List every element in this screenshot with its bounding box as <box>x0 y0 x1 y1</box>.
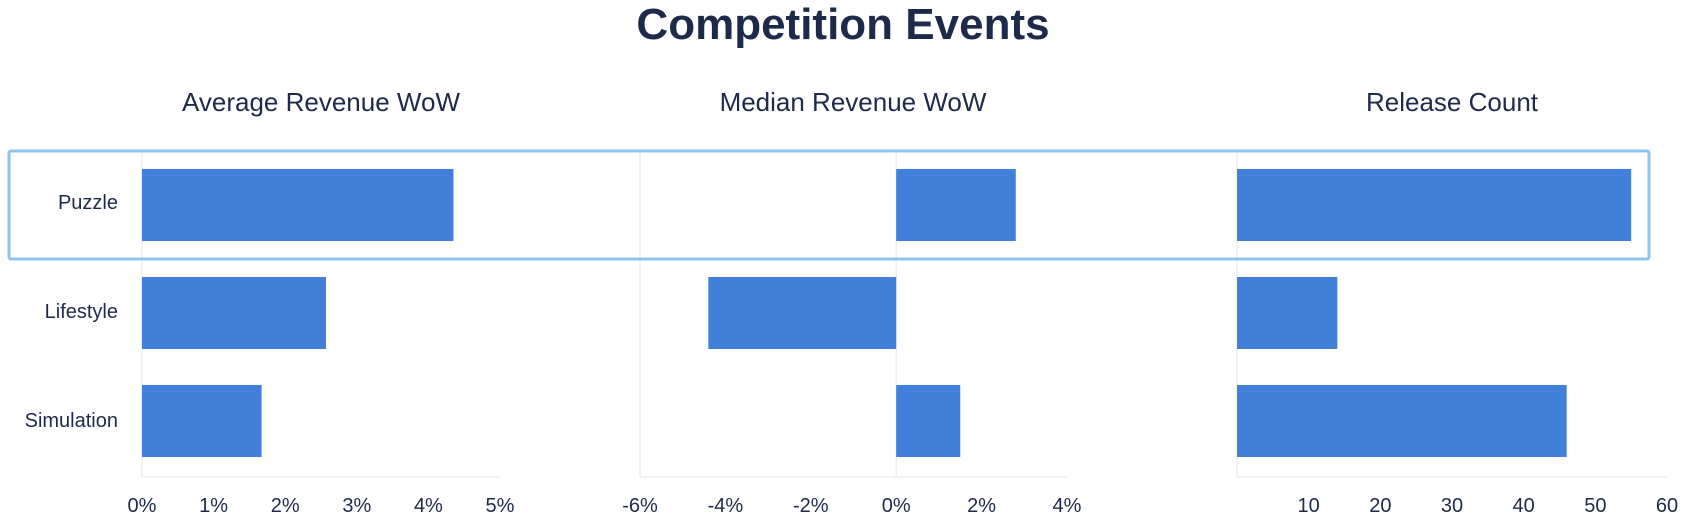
x-tick-label: 60 <box>1656 495 1678 517</box>
chart-title: Competition Events <box>636 0 1050 49</box>
bar-puzzle-panel-3 <box>1237 169 1632 241</box>
panel-title-release-count: Release Count <box>1366 87 1538 117</box>
x-tick-label: 3% <box>342 495 371 517</box>
bar-puzzle-panel-2 <box>896 169 1016 241</box>
bar-lifestyle-panel-3 <box>1237 277 1338 349</box>
x-tick-label: -2% <box>793 495 829 517</box>
bar-simulation-panel-2 <box>896 385 961 457</box>
bar-simulation-panel-1 <box>142 385 262 457</box>
x-tick-label: 2% <box>271 495 300 517</box>
category-label-lifestyle: Lifestyle <box>44 301 118 323</box>
x-tick-label: 0% <box>882 495 911 517</box>
panel-title-median-revenue: Median Revenue WoW <box>719 87 987 117</box>
bar-lifestyle-panel-2 <box>708 277 897 349</box>
category-label-puzzle: Puzzle <box>57 192 118 214</box>
x-tick-label: 2% <box>967 495 996 517</box>
category-label-simulation: Simulation <box>24 410 118 432</box>
highlight-box-puzzle <box>7 149 1651 261</box>
panel-title-average-revenue: Average Revenue WoW <box>182 87 460 117</box>
bar-lifestyle-panel-1 <box>142 277 327 349</box>
x-tick-label: 4% <box>414 495 443 517</box>
x-tick-label: 5% <box>486 495 515 517</box>
x-tick-label: 10 <box>1298 495 1320 517</box>
x-tick-label: 20 <box>1369 495 1391 517</box>
x-tick-label: -6% <box>622 495 658 517</box>
x-tick-label: 40 <box>1513 495 1535 517</box>
x-tick-label: 0% <box>128 495 157 517</box>
bar-puzzle-panel-1 <box>142 169 454 241</box>
x-tick-label: 50 <box>1584 495 1606 517</box>
x-tick-label: -4% <box>708 495 744 517</box>
x-tick-label: 1% <box>199 495 228 517</box>
bar-simulation-panel-3 <box>1237 385 1567 457</box>
x-tick-label: 4% <box>1053 495 1082 517</box>
x-tick-label: 30 <box>1441 495 1463 517</box>
